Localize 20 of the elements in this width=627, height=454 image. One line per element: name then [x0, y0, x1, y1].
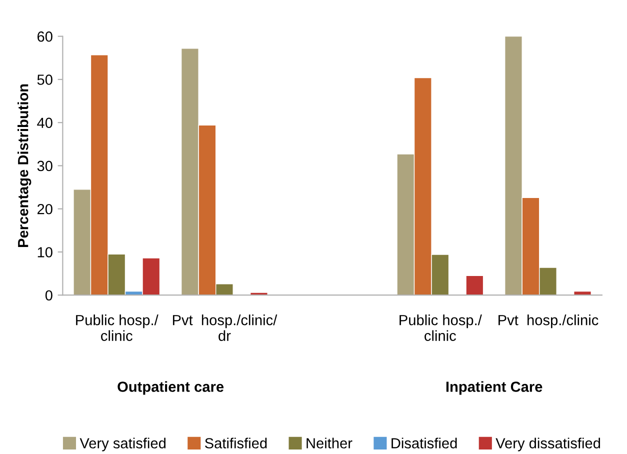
x-tick-label: Public hosp./ clinic [76, 314, 158, 341]
x-tick-label: Pvt hosp./clinic/ dr [172, 314, 278, 341]
legend-label: Very dissatisfied [496, 438, 600, 452]
legend-label: Satifisfied [205, 438, 267, 448]
bar [466, 275, 484, 296]
y-axis-title: Percentage Distribution [18, 84, 32, 247]
y-tick-label: 10 [38, 247, 52, 258]
text: Outpatient care [118, 381, 224, 395]
y-tick-label: 30 [37, 160, 52, 172]
y-tick-label: 50 [37, 74, 52, 85]
x-tick-label: Public hosp./ clinic [400, 314, 482, 341]
y-tick-label: 20 [37, 204, 52, 214]
y-tick-label: 40 [37, 118, 52, 128]
legend-label: Very satisfied [80, 438, 166, 452]
text: Inpatient Care [446, 381, 542, 395]
legend-label: Disatisfied [392, 438, 457, 448]
y-tick-label: 60 [38, 31, 52, 42]
x-tick-label: Pvt hosp./clinic [498, 314, 598, 328]
y-tick-label: 0 [45, 290, 52, 301]
legend-label: Neither [306, 438, 352, 448]
